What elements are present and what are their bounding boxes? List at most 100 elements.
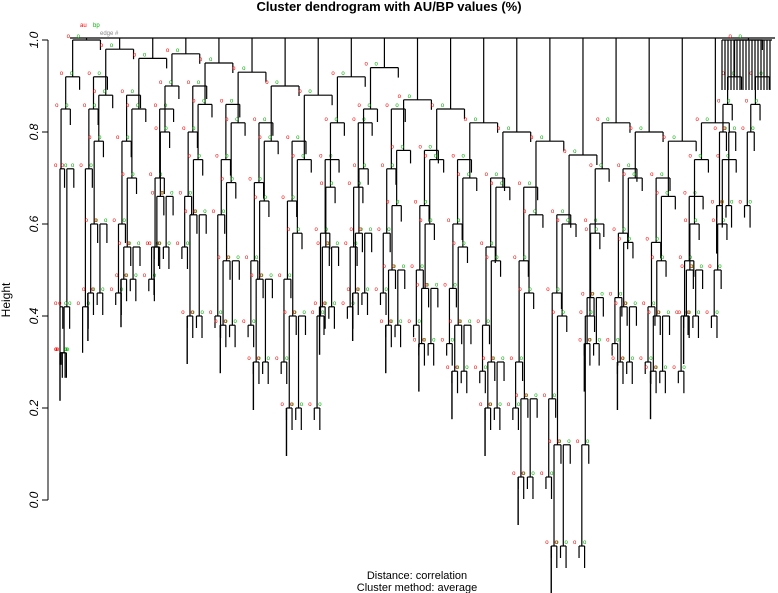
y-tick-label: 0.4: [27, 307, 41, 324]
au-value-marker: o: [115, 273, 119, 279]
au-value-marker: o: [523, 209, 527, 215]
au-value-marker: o: [680, 264, 684, 270]
bp-value-marker: o: [693, 190, 697, 196]
bp-value-marker: o: [296, 135, 300, 141]
bp-value-marker: o: [321, 310, 325, 316]
au-value-marker: o: [154, 126, 158, 132]
bp-value-marker: o: [354, 241, 358, 247]
bp-value-marker: o: [363, 163, 367, 169]
au-value-marker: o: [278, 273, 282, 279]
au-value-marker: o: [193, 209, 197, 215]
bp-value-marker: o: [288, 273, 292, 279]
bp-value-marker: o: [566, 218, 570, 224]
au-value-marker: o: [512, 471, 516, 477]
bp-value-marker: o: [236, 255, 240, 261]
bp-value-marker: o: [522, 471, 526, 477]
au-value-marker: o: [457, 172, 461, 178]
bp-value-marker: o: [517, 402, 521, 408]
bp-value-marker: o: [715, 310, 719, 316]
au-value-marker: o: [232, 66, 236, 72]
bp-value-marker: o: [231, 177, 235, 183]
au-value-marker: o: [479, 402, 483, 408]
bp-value-marker: o: [567, 439, 571, 445]
bp-value-marker: o: [561, 310, 565, 316]
bp-value-marker: o: [649, 356, 653, 362]
au-value-marker: o: [510, 356, 514, 362]
au-value-marker: o: [683, 190, 687, 196]
bp-value-marker: o: [533, 209, 537, 215]
au-value-marker: o: [621, 356, 625, 362]
au-value-marker: o: [225, 117, 229, 123]
bp-value-marker: o: [93, 103, 97, 109]
au-value-marker: o: [254, 195, 258, 201]
bp-value-marker: o: [68, 301, 72, 307]
bp-value-marker: o: [334, 117, 338, 123]
au-value-marker: o: [578, 338, 582, 344]
bp-value-marker: o: [330, 181, 334, 187]
bp-value-marker: o: [202, 98, 206, 104]
bp-value-marker: o: [465, 365, 469, 371]
au-value-marker: o: [739, 200, 743, 206]
au-value-marker: o: [374, 287, 378, 293]
bp-value-marker: o: [682, 365, 686, 371]
au-value-marker: o: [253, 117, 257, 123]
au-value-marker: o: [121, 89, 125, 95]
bp-value-marker: o: [189, 190, 193, 196]
au-value-marker: o: [555, 540, 559, 546]
au-value-marker: o: [695, 117, 699, 123]
legend-edge: edge #: [100, 31, 119, 37]
au-value-marker: o: [124, 273, 128, 279]
au-value-marker: o: [315, 227, 319, 233]
au-value-marker: o: [118, 241, 122, 247]
bp-value-marker: o: [98, 135, 102, 141]
au-value-marker: o: [187, 80, 191, 86]
y-tick-label: 0.0: [27, 491, 41, 508]
au-value-marker: o: [441, 338, 445, 344]
au-value-marker: o: [617, 163, 621, 169]
au-value-marker: o: [319, 154, 323, 160]
au-value-marker: o: [722, 71, 726, 77]
bp-value-marker: o: [71, 163, 75, 169]
au-value-marker: o: [589, 163, 593, 169]
bp-value-marker: o: [489, 402, 493, 408]
au-value-marker: o: [687, 310, 691, 316]
bp-value-marker: o: [655, 365, 659, 371]
bp-value-marker: o: [655, 236, 659, 242]
au-value-marker: o: [220, 98, 224, 104]
au-value-marker: o: [386, 200, 390, 206]
bp-value-marker: o: [242, 66, 246, 72]
bp-value-marker: o: [727, 98, 731, 104]
bp-value-marker: o: [441, 103, 445, 109]
bp-value-marker: o: [498, 402, 502, 408]
legend-au: au: [80, 23, 87, 29]
au-value-marker: o: [159, 80, 163, 86]
bp-value-marker: o: [490, 241, 494, 247]
au-value-marker: o: [645, 365, 649, 371]
au-value-marker: o: [458, 319, 462, 325]
au-value-marker: o: [176, 241, 180, 247]
legend-bp: bp: [93, 23, 100, 29]
bp-value-marker: o: [64, 163, 68, 169]
bp-value-marker: o: [131, 172, 135, 178]
au-value-marker: o: [341, 301, 345, 307]
au-value-marker: o: [392, 264, 396, 270]
bp-value-marker: o: [408, 94, 412, 100]
bp-value-marker: o: [222, 209, 226, 215]
bp-value-marker: o: [492, 356, 496, 362]
au-value-marker: o: [280, 402, 284, 408]
bp-value-marker: o: [434, 154, 438, 160]
au-value-marker: o: [521, 471, 525, 477]
au-value-marker: o: [398, 94, 402, 100]
bp-value-marker: o: [101, 287, 105, 293]
bp-value-marker: o: [665, 190, 669, 196]
bp-value-marker: o: [627, 163, 631, 169]
au-value-marker: o: [729, 34, 733, 40]
au-value-marker: o: [491, 356, 495, 362]
au-value-marker: o: [741, 126, 745, 132]
au-value-marker: o: [422, 338, 426, 344]
au-value-marker: o: [416, 282, 420, 288]
au-value-marker: o: [54, 347, 58, 353]
au-value-marker: o: [391, 144, 395, 150]
au-value-marker: o: [385, 103, 389, 109]
bp-value-marker: o: [269, 273, 273, 279]
